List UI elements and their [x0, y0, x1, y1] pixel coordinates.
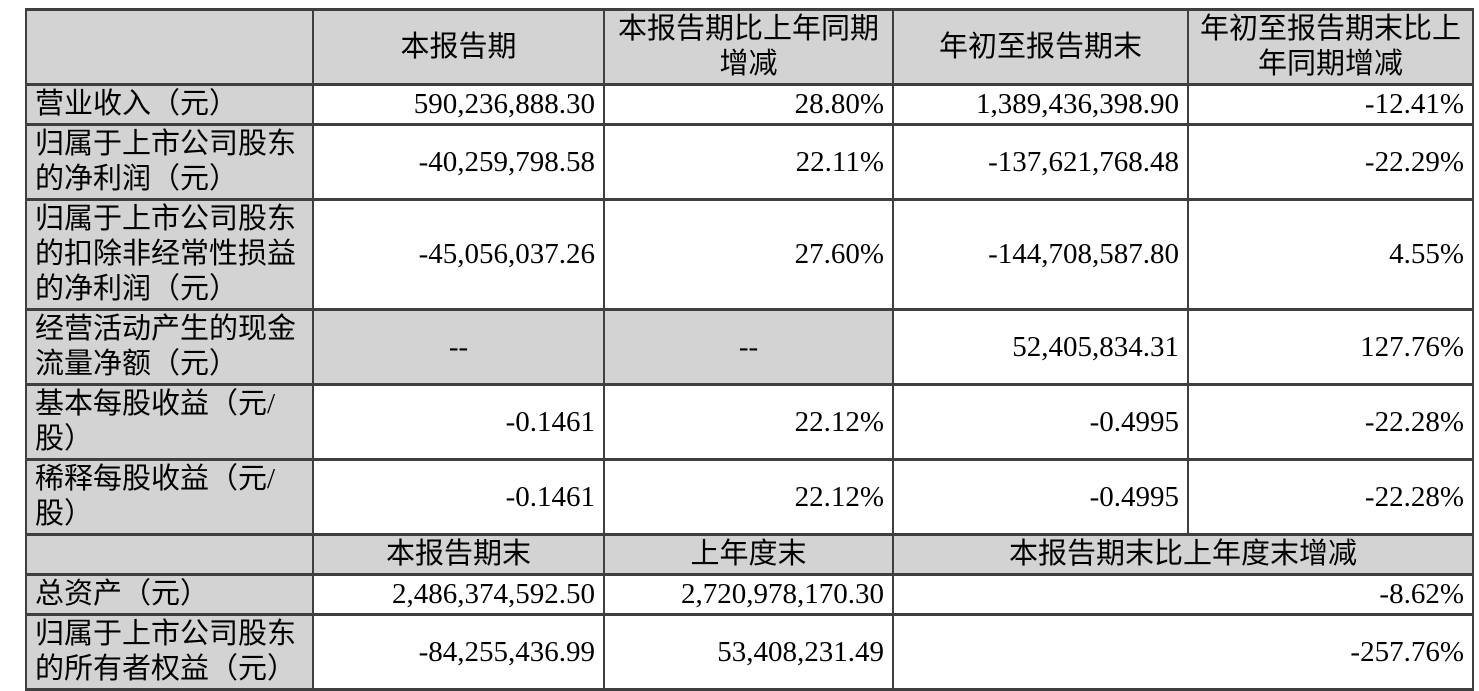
value-cell-na: -- [603, 308, 894, 386]
header-current-period-yoy: 本报告期比上年同期增减 [603, 8, 894, 86]
value-cell: -12.41% [1187, 83, 1474, 126]
header-blank-cell [25, 8, 314, 86]
value-cell: -0.4995 [892, 458, 1189, 536]
value-cell: -8.62% [892, 573, 1474, 616]
report-page: 本报告期 本报告期比上年同期增减 年初至报告期末 年初至报告期末比上年同期增减 … [25, 8, 1474, 691]
value-cell: 52,405,834.31 [892, 308, 1189, 386]
financial-summary-table: 本报告期 本报告期比上年同期增减 年初至报告期末 年初至报告期末比上年同期增减 … [25, 8, 1474, 691]
value-cell: -84,255,436.99 [312, 613, 605, 691]
value-cell: 27.60% [603, 198, 894, 311]
value-cell: 22.12% [603, 383, 894, 461]
value-cell: -137,621,768.48 [892, 123, 1189, 201]
row-label: 基本每股收益（元/股） [25, 383, 314, 461]
row-label: 归属于上市公司股东的净利润（元） [25, 123, 314, 201]
table-row-net-profit-deducted: 归属于上市公司股东的扣除非经常性损益的净利润（元） -45,056,037.26… [25, 198, 1474, 311]
table-row-total-assets: 总资产（元） 2,486,374,592.50 2,720,978,170.30… [25, 573, 1474, 616]
table-row-revenue: 营业收入（元） 590,236,888.30 28.80% 1,389,436,… [25, 83, 1474, 126]
value-cell: 22.12% [603, 458, 894, 536]
row-label: 归属于上市公司股东的扣除非经常性损益的净利润（元） [25, 198, 314, 311]
value-cell: -0.1461 [312, 458, 605, 536]
table-row-net-profit: 归属于上市公司股东的净利润（元） -40,259,798.58 22.11% -… [25, 123, 1474, 201]
value-cell: 2,486,374,592.50 [312, 573, 605, 616]
value-cell: 2,720,978,170.30 [603, 573, 894, 616]
table-row-diluted-eps: 稀释每股收益（元/股） -0.1461 22.12% -0.4995 -22.2… [25, 458, 1474, 536]
value-cell: -0.4995 [892, 383, 1189, 461]
value-cell: -22.28% [1187, 383, 1474, 461]
value-cell: -40,259,798.58 [312, 123, 605, 201]
table-row-basic-eps: 基本每股收益（元/股） -0.1461 22.12% -0.4995 -22.2… [25, 383, 1474, 461]
row-label: 经营活动产生的现金流量净额（元） [25, 308, 314, 386]
value-cell: 28.80% [603, 83, 894, 126]
value-cell: -144,708,587.80 [892, 198, 1189, 311]
value-cell-na: -- [312, 308, 605, 386]
value-cell: -22.29% [1187, 123, 1474, 201]
header-ytd-yoy: 年初至报告期末比上年同期增减 [1187, 8, 1474, 86]
row-label: 总资产（元） [25, 573, 314, 616]
value-cell: -45,056,037.26 [312, 198, 605, 311]
header-ytd: 年初至报告期末 [892, 8, 1189, 86]
value-cell: -22.28% [1187, 458, 1474, 536]
header-current-period: 本报告期 [312, 8, 605, 86]
value-cell: 590,236,888.30 [312, 83, 605, 126]
header-prev-year-end: 上年度末 [603, 533, 894, 576]
value-cell: -0.1461 [312, 383, 605, 461]
row-label: 归属于上市公司股东的所有者权益（元） [25, 613, 314, 691]
value-cell: 1,389,436,398.90 [892, 83, 1189, 126]
value-cell: 127.76% [1187, 308, 1474, 386]
table-row-operating-cash-flow: 经营活动产生的现金流量净额（元） -- -- 52,405,834.31 127… [25, 308, 1474, 386]
header-period-end: 本报告期末 [312, 533, 605, 576]
value-cell: -257.76% [892, 613, 1474, 691]
header-period-end-change: 本报告期末比上年度末增减 [892, 533, 1474, 576]
table-row-owners-equity: 归属于上市公司股东的所有者权益（元） -84,255,436.99 53,408… [25, 613, 1474, 691]
value-cell: 53,408,231.49 [603, 613, 894, 691]
value-cell: 4.55% [1187, 198, 1474, 311]
row-label: 稀释每股收益（元/股） [25, 458, 314, 536]
row-label: 营业收入（元） [25, 83, 314, 126]
value-cell: 22.11% [603, 123, 894, 201]
header-row-period: 本报告期 本报告期比上年同期增减 年初至报告期末 年初至报告期末比上年同期增减 [25, 8, 1474, 86]
header-blank-cell [25, 533, 314, 576]
header-row-balance: 本报告期末 上年度末 本报告期末比上年度末增减 [25, 533, 1474, 576]
